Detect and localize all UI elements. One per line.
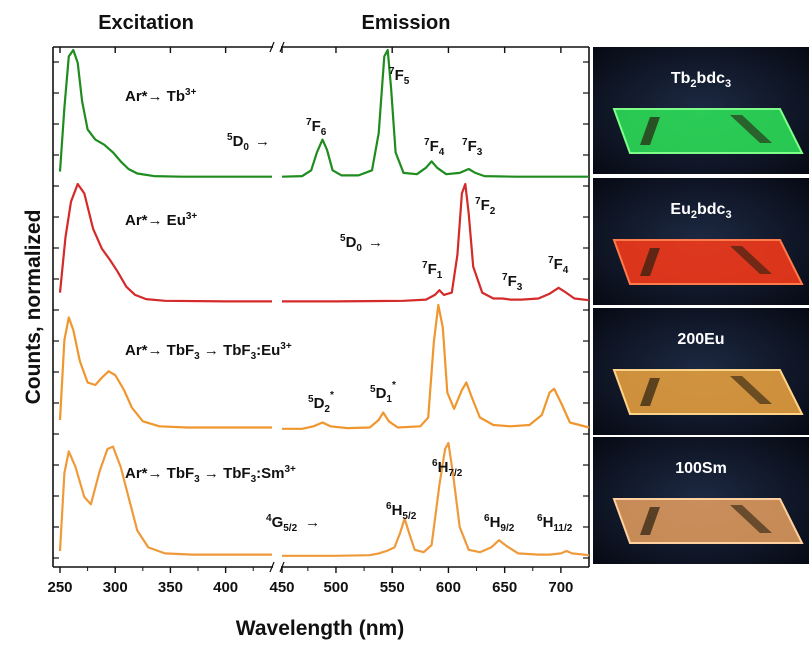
series-tb	[58, 48, 589, 178]
tbsm-pathway-label: Ar*→ TbF3 → TbF3:Sm3+	[125, 464, 296, 485]
slab-marker	[730, 246, 772, 274]
series-tb-excitation-line	[58, 48, 272, 178]
tbsm-6h72-label: 6H7/2	[432, 458, 463, 479]
emission-title: Emission	[362, 12, 451, 34]
series-tb-emission-line	[281, 48, 589, 178]
eu-7f1-label: 7F1	[422, 260, 443, 281]
glowing-slab	[614, 240, 802, 284]
sample-photo-4: 100Sm	[593, 437, 809, 564]
sample-photo-3: 200Eu	[593, 308, 809, 435]
x-tick-label: 400	[213, 579, 238, 596]
slab-edge	[612, 108, 804, 154]
tb-7f4-label: 7F4	[424, 137, 445, 158]
eu-7f4-label: 7F4	[548, 255, 569, 276]
x-tick-label: 350	[158, 579, 183, 596]
sample-photos: Tb2bdc3 Eu2bdc3 200Eu 100Sm	[593, 47, 809, 564]
tbsm-6h92-label: 6H9/2	[484, 513, 515, 534]
y-axis-label: Counts, normalized	[22, 210, 45, 405]
eu-5d0-label: 5D0 →	[340, 233, 383, 254]
tbeu-pathway-label: Ar*→ TbF3 → TbF3:Eu3+	[125, 341, 292, 362]
tbsm-4g52-label: 4G5/2 →	[266, 513, 320, 534]
tbeu-5d1-label: 5D1*	[370, 380, 396, 405]
series-tbsm-excitation-line	[58, 445, 272, 556]
series-tbeu-emission-line	[282, 303, 590, 430]
tbsm-6h52-label: 6H5/2	[386, 501, 417, 522]
eu-pathway-label: Ar*→ Eu3+	[125, 211, 197, 229]
x-tick-label: 550	[380, 579, 405, 596]
tb-7f6-label: 7F6	[306, 117, 327, 138]
series-eu-emission-line	[282, 182, 590, 303]
sample-photo-1: Tb2bdc3	[593, 47, 809, 174]
x-tick-label: 700	[548, 579, 573, 596]
axis-break-mark	[269, 41, 275, 53]
photo-label: 200Eu	[677, 331, 724, 348]
x-axis-label: Wavelength (nm)	[236, 617, 404, 640]
tbeu-5d2-label: 5D2*	[308, 390, 334, 415]
glowing-slab	[614, 370, 802, 414]
eu-7f3-label: 7F3	[502, 272, 523, 293]
glowing-slab	[614, 109, 802, 153]
plot-frame	[52, 46, 590, 568]
x-tick-label: 650	[492, 579, 517, 596]
tb-7f5-label: 7F5	[389, 66, 410, 87]
series-tbsm	[58, 441, 590, 557]
excitation-title: Excitation	[98, 12, 194, 34]
axis-break-gap	[273, 44, 281, 50]
series-tbeu	[58, 303, 590, 430]
x-tick-label: 500	[323, 579, 348, 596]
tb-5d0-label: 5D0 →	[227, 132, 270, 153]
glowing-slab	[614, 499, 802, 543]
slab-marker	[640, 507, 660, 535]
tbsm-6h112-label: 6H11/2	[537, 513, 573, 534]
photo-label: Tb2bdc3	[671, 70, 731, 90]
slab-marker	[730, 115, 772, 143]
slab-marker	[730, 376, 772, 404]
x-ticks: 250 300 350 400 450 500 550 600 650 700	[47, 41, 573, 596]
series-eu	[58, 182, 590, 303]
photo-label: 100Sm	[675, 460, 727, 477]
series-eu-excitation-line	[58, 182, 272, 303]
slab-marker	[640, 248, 660, 276]
sample-photo-2: Eu2bdc3	[593, 178, 809, 305]
y-ticks	[53, 61, 589, 559]
series-tbsm-emission-line	[282, 441, 590, 557]
axis-break-mark	[279, 561, 285, 573]
x-tick-label: 450	[269, 579, 294, 596]
photo-label: Eu2bdc3	[670, 201, 731, 221]
slab-marker	[640, 378, 660, 406]
x-tick-label: 300	[103, 579, 128, 596]
tb-pathway-label: Ar*→ Tb3+	[125, 87, 197, 105]
series-layer	[58, 48, 590, 557]
x-tick-label: 600	[436, 579, 461, 596]
tb-7f3-label: 7F3	[462, 137, 483, 158]
x-tick-label: 250	[47, 579, 72, 596]
slab-edge	[612, 498, 804, 544]
slab-edge	[612, 239, 804, 285]
slab-marker	[640, 117, 660, 145]
series-tbeu-excitation-line	[58, 316, 272, 429]
axis-break-gap	[273, 564, 281, 570]
slab-edge	[612, 369, 804, 415]
eu-7f2-label: 7F2	[475, 196, 496, 217]
axis-break-mark	[279, 41, 285, 53]
slab-marker	[730, 505, 772, 533]
axis-break-mark	[269, 561, 275, 573]
